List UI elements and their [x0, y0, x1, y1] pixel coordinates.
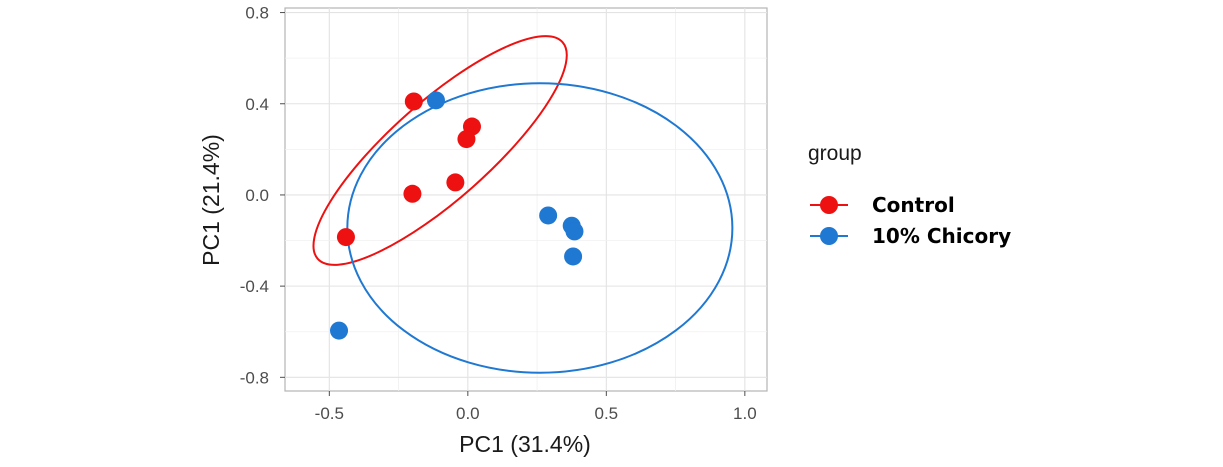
x-tick-label: 1.0	[733, 404, 757, 423]
y-tick-label: 0.0	[245, 186, 269, 205]
point-10-chicory	[565, 222, 584, 241]
x-axis-title: PC1 (31.4%)	[459, 431, 591, 457]
point-10-chicory	[426, 91, 445, 110]
legend: group Control 10% Chicory	[808, 142, 1011, 248]
point-control	[446, 173, 465, 192]
y-tick-label: -0.8	[240, 368, 269, 387]
data-points	[330, 91, 584, 340]
y-axis-title: PC1 (21.4%)	[198, 134, 224, 266]
legend-key-point	[820, 227, 838, 245]
y-tick-label: -0.4	[240, 277, 269, 296]
x-tick-label: 0.0	[456, 404, 480, 423]
y-tick-label: 0.4	[245, 95, 269, 114]
point-10-chicory	[539, 206, 558, 225]
point-control	[403, 184, 422, 203]
point-control	[404, 92, 423, 111]
ellipse-control	[312, 35, 568, 266]
grid-lines	[285, 8, 767, 391]
ellipse-10-chicory	[346, 82, 734, 374]
legend-key-point	[820, 196, 838, 214]
confidence-ellipses	[312, 35, 734, 374]
legend-item-control: Control	[810, 193, 955, 217]
legend-label: 10% Chicory	[872, 224, 1011, 248]
legend-label: Control	[872, 193, 955, 217]
x-tick-label: 0.5	[595, 404, 619, 423]
y-axis-ticks: 0.8 0.4 0.0 -0.4 -0.8	[240, 4, 285, 387]
point-control	[336, 228, 355, 247]
y-tick-label: 0.8	[245, 4, 269, 23]
legend-title: group	[808, 142, 862, 165]
x-axis-ticks: -0.5 0.0 0.5 1.0	[315, 391, 757, 423]
point-10-chicory	[330, 321, 349, 340]
point-10-chicory	[564, 247, 583, 266]
plot-panel	[284, 7, 768, 392]
x-tick-label: -0.5	[315, 404, 344, 423]
plot-border	[284, 7, 768, 392]
point-control	[457, 130, 476, 149]
legend-item-10-chicory: 10% Chicory	[810, 224, 1011, 248]
